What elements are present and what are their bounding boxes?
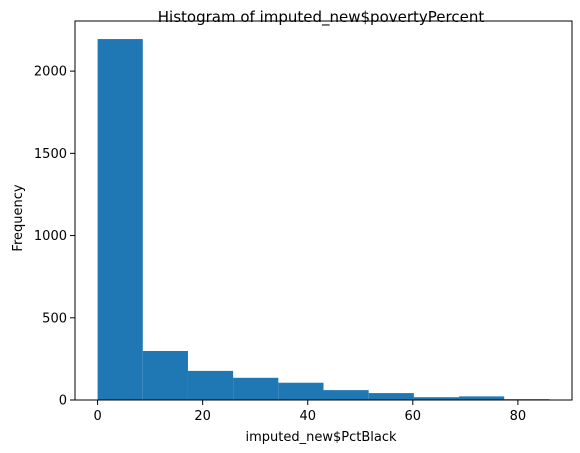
histogram-bar — [143, 351, 188, 400]
histogram-bar — [98, 39, 143, 400]
x-tick-label: 40 — [299, 409, 316, 424]
x-tick-label: 60 — [405, 409, 422, 424]
y-tick-label: 2000 — [34, 65, 67, 80]
histogram-bar — [459, 396, 504, 400]
y-tick-label: 500 — [42, 311, 67, 326]
chart-title: Histogram of imputed_new$povertyPercent — [158, 8, 485, 27]
bars-group — [98, 39, 550, 400]
axes-frame — [75, 21, 572, 400]
histogram-bar — [324, 390, 369, 400]
histogram-bar — [233, 378, 278, 400]
x-tick-label: 0 — [93, 409, 101, 424]
x-tick-label: 20 — [194, 409, 211, 424]
x-axis-label: imputed_new$PctBlack — [245, 430, 396, 445]
y-tick-label: 1000 — [34, 229, 67, 244]
y-axis-label: Frequency — [11, 184, 26, 251]
y-tick-label: 0 — [59, 394, 67, 409]
histogram-bar — [188, 371, 233, 400]
y-axis-ticks: 0 500 1000 1500 2000 — [34, 65, 75, 409]
x-tick-label: 80 — [510, 409, 527, 424]
histogram-bar — [369, 393, 414, 400]
y-tick-label: 1500 — [34, 147, 67, 162]
x-axis-ticks: 0 20 40 60 80 — [93, 400, 526, 424]
histogram-bar — [278, 383, 323, 400]
